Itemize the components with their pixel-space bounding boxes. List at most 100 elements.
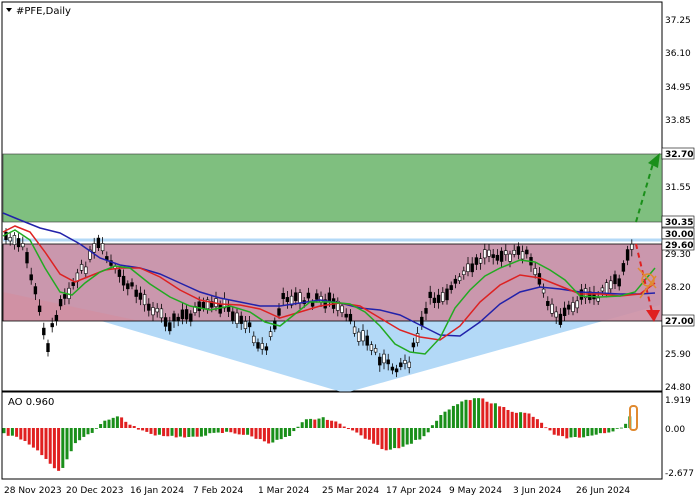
- oscillator-bar: [283, 428, 287, 437]
- candle-body: [575, 300, 579, 309]
- candle-body: [260, 343, 264, 350]
- candle-body: [323, 299, 327, 309]
- candle-body: [306, 292, 311, 299]
- oscillator-bar: [598, 428, 602, 434]
- candle-body: [231, 311, 235, 321]
- candle-body: [357, 331, 361, 342]
- oscillator-bar: [166, 428, 170, 437]
- oscillator-bar: [132, 426, 136, 428]
- oscillator-bar: [510, 411, 514, 428]
- oscillator-tick: 0.00: [665, 425, 685, 435]
- oscillator-bar: [183, 428, 187, 438]
- price-level-tag: 30.35: [661, 215, 695, 228]
- oscillator-bar: [31, 428, 35, 448]
- price-tick: 33.85: [665, 116, 691, 126]
- oscillator-bar: [384, 428, 388, 451]
- candle-body: [420, 316, 424, 326]
- oscillator-tick: 1.919: [665, 396, 691, 406]
- oscillator-bar: [73, 428, 77, 444]
- candle-body: [8, 237, 12, 242]
- time-axis: 28 Nov 2023 20 Dec 2023 16 Jan 2024 7 Fe…: [4, 486, 630, 496]
- price-level-label: 30.35: [665, 218, 693, 228]
- time-tick: 9 May 2024: [449, 486, 502, 496]
- candle-body: [163, 317, 168, 327]
- candle-body: [491, 254, 495, 258]
- price-tick: 37.25: [665, 16, 691, 26]
- oscillator-bar: [603, 428, 607, 434]
- oscillator-bar: [481, 398, 485, 428]
- oscillator-bar: [485, 401, 489, 428]
- oscillator-bar: [338, 423, 342, 428]
- candle-body: [50, 323, 54, 328]
- oscillator-bar: [414, 428, 418, 440]
- oscillator-bar: [439, 414, 443, 428]
- oscillator-bar: [372, 428, 376, 444]
- oscillator-bar: [149, 428, 153, 434]
- candle-body: [344, 313, 348, 318]
- price-level-label: 27.00: [665, 317, 693, 327]
- candle-body: [478, 258, 483, 264]
- candle-body: [558, 313, 563, 325]
- mid-ma-line: [2, 225, 656, 341]
- oscillator-bar: [153, 428, 157, 436]
- oscillator-bar: [506, 409, 510, 428]
- candle-body: [352, 326, 357, 334]
- time-tick: 3 Jun 2024: [513, 486, 562, 496]
- candlestick-series: [4, 228, 634, 378]
- candle-body: [176, 316, 180, 321]
- oscillator-bar: [48, 428, 52, 464]
- oscillator-bar: [174, 428, 178, 438]
- candle-body: [373, 348, 378, 353]
- oscillator-bar: [250, 428, 254, 437]
- candle-body: [84, 266, 88, 274]
- candle-body: [96, 237, 101, 249]
- oscillator-bar: [136, 428, 140, 430]
- oscillator-bar: [489, 403, 493, 428]
- candle-body: [369, 344, 374, 351]
- candle-body: [483, 249, 487, 259]
- oscillator-bar: [6, 428, 10, 436]
- oscillator-bar: [145, 428, 149, 432]
- candle-body: [512, 250, 516, 255]
- oscillator-bar: [498, 406, 502, 428]
- candle-body: [42, 327, 46, 336]
- oscillator-bar: [216, 428, 220, 433]
- oscillator-bar: [523, 412, 527, 428]
- time-tick: 28 Nov 2023: [4, 486, 62, 496]
- price-level-label: 30.00: [665, 230, 693, 240]
- triangle-down-icon[interactable]: [6, 8, 12, 12]
- candle-body: [126, 283, 130, 290]
- candle-body: [596, 297, 600, 302]
- candle-body: [289, 295, 294, 306]
- candle-body: [504, 250, 508, 255]
- oscillator-label: AO 0.960: [8, 397, 54, 408]
- time-tick: 16 Jan 2024: [130, 486, 184, 496]
- candle-body: [235, 312, 239, 324]
- oscillator-bar: [346, 428, 350, 430]
- candle-body: [399, 362, 403, 368]
- oscillator-bar: [351, 428, 355, 431]
- candle-body: [37, 305, 42, 313]
- candle-body: [348, 313, 353, 322]
- candle-body: [117, 269, 122, 277]
- oscillator-panel-frame[interactable]: [1, 391, 663, 480]
- candle-body: [436, 294, 441, 303]
- candle-body: [394, 368, 399, 373]
- candle-body: [411, 342, 416, 348]
- candle-body: [184, 309, 189, 320]
- oscillator-bar: [237, 428, 241, 435]
- candle-body: [625, 249, 630, 261]
- forecast-up-arrow: [635, 159, 655, 223]
- oscillator-bar: [418, 428, 422, 440]
- oscillator-bar: [267, 428, 271, 444]
- candle-body: [33, 286, 38, 295]
- candle-body: [54, 314, 59, 322]
- candle-body: [415, 333, 420, 343]
- oscillator-highlight-marker: [629, 405, 638, 431]
- candle-body: [424, 308, 428, 314]
- oscillator-bar: [405, 428, 409, 445]
- oscillator-bar: [52, 428, 56, 469]
- price-level-tag: 27.00: [661, 314, 695, 327]
- oscillator-bar: [527, 413, 531, 428]
